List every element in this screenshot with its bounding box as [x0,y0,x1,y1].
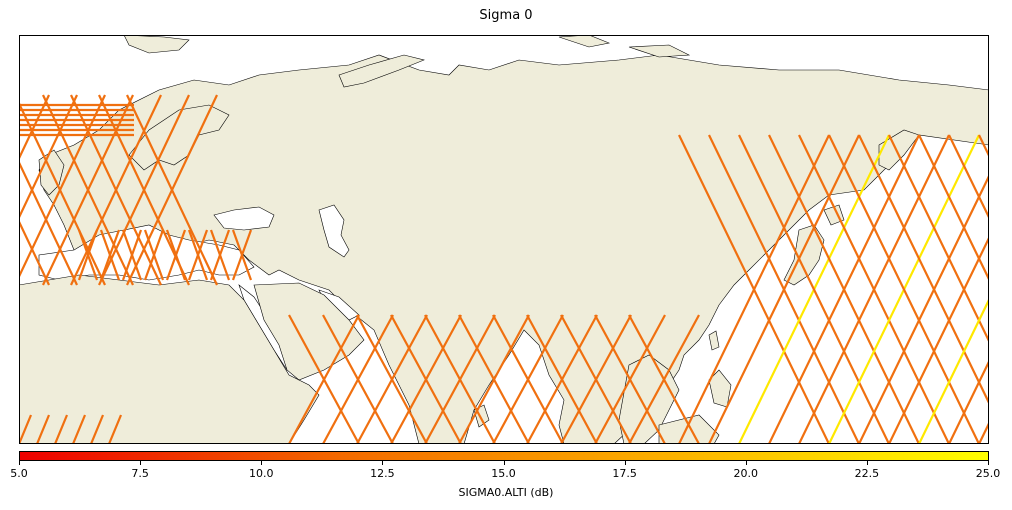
caspian-sea [318,204,350,258]
colorbar-tick-label: 5.0 [10,467,28,480]
colorbar-tick-label: 17.5 [612,467,637,480]
altimetry-track [628,314,700,444]
altimetry-track [53,414,69,444]
altimetry-track [560,314,632,444]
map-area [19,35,989,444]
altimetry-track [322,314,394,444]
altimetry-track [768,134,920,444]
colorbar-tick-label: 25.0 [975,467,1001,480]
altimetry-track [948,134,989,220]
altimetry-track [948,359,989,444]
severnaya-zemlya [558,35,611,48]
altimetry-track [888,134,989,344]
altimetry-track [89,414,105,444]
colorbar-tick-label: 7.5 [131,467,149,480]
altimetry-track [143,229,165,281]
altimetry-track [458,314,530,444]
altimetry-track [738,134,890,444]
colorbar-tick [503,461,505,465]
altimetry-track [231,229,253,281]
altimetry-track [678,134,830,444]
altimetry-track [19,94,106,280]
altimetry-track [70,94,162,286]
altimetry-track [918,134,989,282]
altimetry-track [356,314,428,444]
philippines [708,369,732,408]
altimetry-track [828,134,980,444]
svalbard [123,35,190,54]
new-siberian-islands [628,44,691,58]
kamchatka [878,129,920,171]
colorbar-label: SIGMA0.ALTI (dB) [458,486,554,499]
altimetry-track [35,414,51,444]
colorbar-tick [140,461,142,465]
altimetry-track [126,94,218,286]
colorbar-tick-label: 22.5 [854,467,880,480]
altimetry-track [121,229,143,281]
altimetry-track [858,173,989,444]
altimetry-track [19,94,78,221]
colorbar [19,451,989,461]
altimetry-track [390,314,462,444]
africa-landmass [19,274,320,444]
altimetry-track [71,414,87,444]
colorbar-tick [988,461,989,465]
altimetry-track [492,314,564,444]
altimetry-track [594,314,666,444]
colorbar-tick [261,461,263,465]
altimetry-track [107,414,123,444]
colorbar-tick [745,461,747,465]
landmass [19,35,989,444]
altimetry-track [77,229,99,281]
altimetry-track [708,134,860,444]
altimetry-track [165,229,187,281]
colorbar-tick-label: 10.0 [249,467,274,480]
colorbar-tick [382,461,384,465]
colorbar-tick [19,461,20,465]
colorbar-tick-label: 15.0 [491,467,516,480]
altimetry-track [19,414,33,444]
altimetry-track [187,229,209,281]
colorbar-tick-label: 12.5 [370,467,395,480]
altimetry-track [209,229,231,281]
altimetry-track [288,314,360,444]
colorbar-tick-label: 20.0 [733,467,759,480]
altimetry-track [526,314,598,444]
altimetry-track [42,94,134,286]
map-svg [19,35,989,444]
taiwan [708,330,720,351]
altimetry-track [19,219,50,286]
black-sea [213,206,275,231]
altimetry-track [424,314,496,444]
altimetry-track [99,229,121,281]
map-title: Sigma 0 [479,8,533,23]
colorbar-tick [624,461,626,465]
altimetry-track [19,94,50,161]
altimetry-track [98,94,190,286]
novaya-zemlya [338,54,425,88]
altimetry-tracks [19,94,989,444]
altimetry-track [918,297,989,444]
altimetry-track [798,134,950,444]
colorbar-tick [866,461,868,465]
altimetry-track [858,134,989,406]
